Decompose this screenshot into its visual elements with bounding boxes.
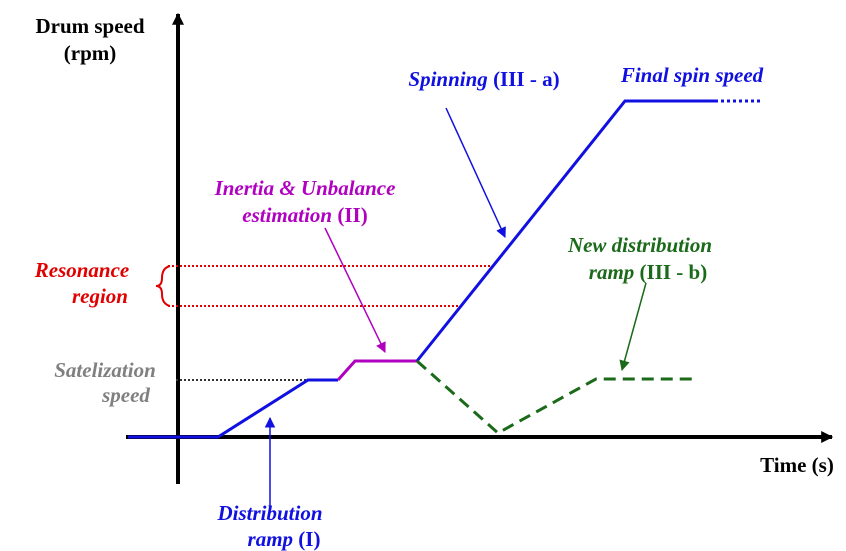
brace	[155, 265, 171, 307]
new-distribution-ramp	[416, 359, 695, 435]
new-distribution-label: New distribution	[567, 233, 712, 257]
spinning-label: Spinning (III - a)	[408, 67, 559, 91]
y-label: Drum speed	[35, 14, 144, 38]
inertia-plateau	[336, 359, 417, 382]
distribution-label: Distribution	[216, 501, 322, 525]
final-spin-label: Final spin speed	[620, 63, 764, 87]
label-name: ramp	[589, 260, 635, 284]
satelization-label: speed	[101, 383, 150, 407]
spinning-ramp	[415, 99, 715, 362]
label-phase: (III - a)	[493, 67, 560, 91]
inertia-label: estimation (II)	[242, 203, 367, 227]
label-name: Spinning	[408, 67, 487, 91]
y-label: (rpm)	[64, 41, 116, 65]
label-name: estimation	[242, 203, 332, 227]
x-label: Time (s)	[760, 453, 834, 477]
resonance-label: region	[72, 284, 128, 308]
label-phase: (I)	[298, 527, 320, 551]
satelization-label: Satelization	[54, 358, 156, 382]
distribution-ramp	[128, 378, 338, 439]
pointer	[619, 282, 647, 372]
distribution-label: ramp (I)	[248, 527, 321, 551]
label-phase: (III - b)	[640, 260, 708, 284]
pointer	[324, 227, 386, 353]
label-phase: (II)	[337, 203, 367, 227]
new-distribution-label: ramp (III - b)	[589, 260, 707, 284]
label-name: ramp	[248, 527, 294, 551]
inertia-label: Inertia & Unbalance	[214, 176, 396, 200]
resonance-label: Resonance	[34, 258, 130, 282]
pointer	[445, 107, 506, 238]
